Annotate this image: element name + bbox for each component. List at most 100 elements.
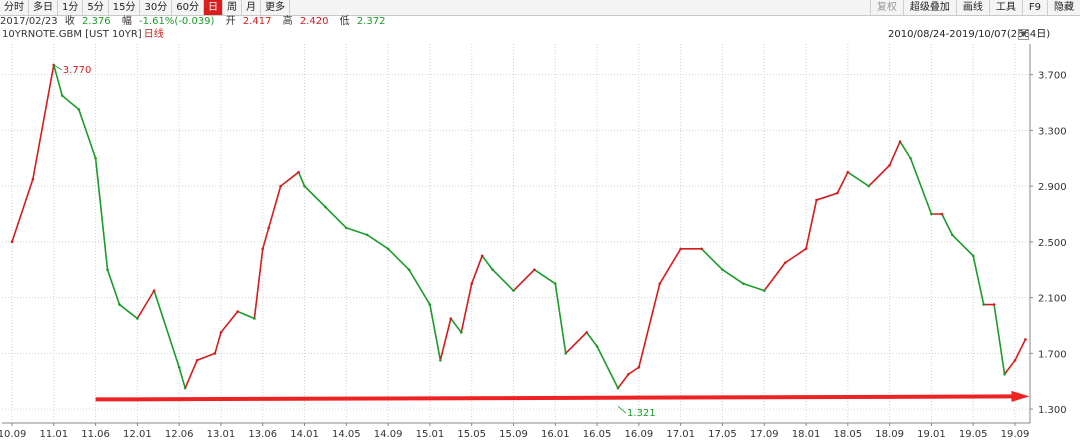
price-segment — [136, 289, 155, 320]
price-point — [804, 247, 808, 251]
toolbar: 分时 多日 1分 5分 15分 30分 60分日周月更多 复权 超级叠加 画线 工具 F9 隐藏 — [0, 0, 1080, 16]
timeframe-button[interactable]: 5分 — [83, 0, 109, 15]
price-point — [480, 254, 484, 258]
x-tick-label: 13.01 — [207, 429, 236, 440]
timeframe-button[interactable]: 日 — [203, 0, 223, 15]
price-point — [951, 233, 954, 237]
toolbar-button[interactable]: 超级叠加 — [902, 0, 956, 15]
price-point — [365, 233, 369, 237]
price-segment — [94, 157, 109, 271]
timeframe-button[interactable]: 多日 — [29, 0, 58, 15]
toolbar-button[interactable]: F9 — [1021, 0, 1047, 15]
price-segment — [596, 345, 619, 389]
support-arrow-head — [1011, 390, 1030, 402]
price-segment — [61, 94, 80, 111]
x-tick-label: 14.05 — [332, 429, 361, 440]
x-tick-label: 18.01 — [792, 429, 821, 440]
price-segment — [554, 282, 567, 355]
price-segment — [784, 248, 807, 264]
price-point — [898, 140, 902, 143]
price-point — [1003, 372, 1006, 376]
x-tick-label: 18.09 — [875, 429, 904, 440]
price-point — [867, 184, 871, 188]
timeframe-button[interactable]: 更多 — [261, 0, 290, 15]
price-point — [982, 303, 985, 306]
price-point — [136, 317, 139, 320]
price-segment — [763, 261, 786, 292]
price-point — [236, 310, 239, 313]
price-point — [637, 365, 641, 369]
x-tick-label: 19.01 — [917, 429, 946, 440]
price-point — [815, 198, 818, 202]
y-tick-label: 1.300 — [1038, 405, 1067, 416]
price-point — [118, 303, 121, 306]
price-segment — [491, 268, 515, 292]
price-segment — [261, 227, 270, 250]
marker-leader — [617, 405, 627, 414]
price-point — [449, 317, 453, 320]
x-tick-label: 11.06 — [81, 429, 110, 440]
low-label: 低 — [339, 16, 350, 27]
price-point — [152, 289, 156, 292]
price-point — [261, 247, 265, 251]
y-tick-label: 1.700 — [1038, 349, 1067, 360]
x-tick-label: 14.01 — [290, 429, 319, 440]
price-segment — [638, 282, 661, 369]
x-tick-label: 16.05 — [583, 429, 612, 440]
price-segment — [184, 359, 198, 389]
x-tick-label: 10.09 — [0, 429, 26, 440]
price-segment — [118, 303, 139, 320]
axes: 3.700 3.300 2.900 2.500 2.100 1.700 1.300 10.09… — [0, 44, 1067, 440]
price-point — [213, 352, 217, 355]
price-point — [846, 170, 850, 174]
toolbar-button[interactable]: 复权 — [869, 0, 903, 15]
timeframe-button[interactable]: 分时 — [0, 0, 29, 15]
price-chart[interactable]: 3.700 3.300 2.900 2.500 2.100 1.700 1.300 10.09… — [0, 42, 1080, 444]
toolbar-button[interactable]: 隐藏 — [1047, 0, 1080, 15]
price-point — [31, 177, 35, 181]
x-tick-label: 14.09 — [374, 429, 403, 440]
price-point — [1024, 338, 1027, 341]
period-label: 日线 — [143, 29, 164, 40]
price-segment — [888, 140, 901, 167]
price-segment — [815, 192, 839, 201]
price-segment — [1014, 338, 1027, 362]
price-point — [992, 303, 996, 306]
x-tick-label: 16.09 — [625, 429, 654, 440]
price-point — [345, 226, 348, 230]
price-segment — [460, 282, 473, 334]
price-segment — [836, 171, 849, 194]
price-point — [658, 282, 662, 285]
timeframe-button[interactable]: 30分 — [140, 0, 173, 15]
timeframe-button[interactable]: 月 — [242, 0, 261, 15]
price-point — [512, 289, 515, 292]
x-tick-label: 13.06 — [248, 429, 277, 440]
chevron-down-icon[interactable]: ▼ — [1018, 29, 1029, 40]
price-point — [386, 247, 390, 251]
timeframe-button[interactable]: 15分 — [109, 0, 141, 15]
price-point — [553, 282, 557, 285]
toolbar-button[interactable]: 画线 — [955, 0, 989, 15]
price-point — [407, 268, 411, 272]
price-segment — [847, 171, 870, 187]
timeframe-button[interactable]: 60分 — [172, 0, 204, 15]
price-point — [783, 261, 787, 265]
price-segment — [303, 185, 327, 208]
price-segment — [11, 178, 34, 243]
y-tick-label: 2.900 — [1038, 182, 1067, 193]
price-point — [491, 268, 494, 272]
price-segment — [564, 331, 588, 355]
timeframe-button[interactable]: 周 — [223, 0, 242, 15]
marker-label: 3.770 — [63, 65, 92, 76]
timeframe-button[interactable]: 1分 — [58, 0, 84, 15]
x-tick-label: 15.01 — [416, 429, 445, 440]
x-tick-label: 12.01 — [123, 429, 152, 440]
price-point — [930, 212, 933, 216]
change-value: -1.61%(-0.039) — [139, 16, 215, 27]
date-range[interactable]: 2010/08/24-2019/10/07(2664日) — [888, 29, 1051, 40]
price-point — [762, 289, 766, 292]
price-point — [253, 317, 256, 320]
price-segment — [481, 254, 494, 271]
price-segment — [909, 157, 933, 215]
toolbar-button[interactable]: 工具 — [988, 0, 1022, 15]
